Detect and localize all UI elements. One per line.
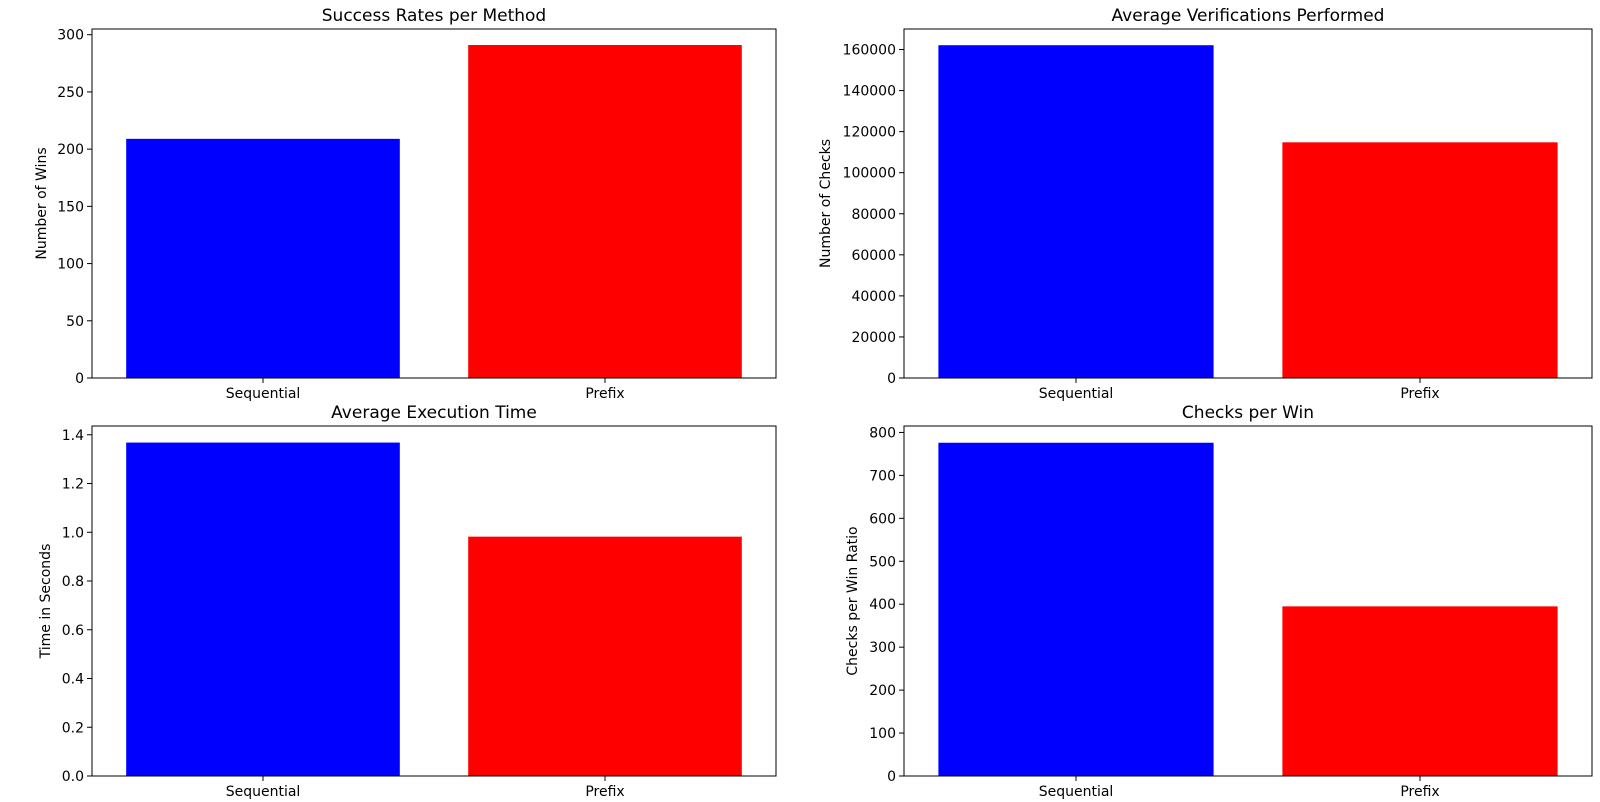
y-tick-label: 20000 bbox=[851, 330, 896, 346]
y-tick-label: 300 bbox=[57, 28, 84, 44]
y-tick-label: 0.0 bbox=[62, 769, 84, 785]
bar-prefix bbox=[468, 45, 742, 379]
y-tick-label: 250 bbox=[57, 85, 84, 101]
x-tick-label: Sequential bbox=[226, 386, 301, 402]
bar-sequential bbox=[938, 45, 1214, 378]
subplot-4: Sequential Prefix 0 100 200 300 400 500 600 700 80… bbox=[845, 403, 1593, 800]
y-tick-label: 160000 bbox=[843, 43, 896, 59]
x-tick-label: Sequential bbox=[1039, 784, 1114, 800]
x-tick-label: Sequential bbox=[226, 784, 301, 800]
y-tick-label: 100 bbox=[869, 726, 896, 742]
y-tick-label: 40000 bbox=[851, 289, 896, 305]
y-tick-label: 0.4 bbox=[62, 672, 84, 688]
y-tick-label: 700 bbox=[869, 468, 896, 484]
y-tick-label: 1.2 bbox=[62, 477, 84, 493]
y-tick-label: 100000 bbox=[843, 166, 896, 182]
bar-prefix bbox=[1282, 142, 1558, 378]
y-tick-label: 0.8 bbox=[62, 574, 84, 590]
axes-frame bbox=[91, 425, 777, 777]
y-tick-label: 800 bbox=[869, 425, 896, 441]
bar-prefix bbox=[468, 536, 742, 776]
y-tick-label: 140000 bbox=[843, 84, 896, 100]
y-tick-label: 0 bbox=[75, 371, 84, 387]
bar-sequential bbox=[938, 442, 1214, 776]
y-tick-label: 200 bbox=[869, 683, 896, 699]
y-tick-label: 0 bbox=[887, 769, 896, 785]
y-axis-label: Time in Seconds bbox=[38, 544, 54, 660]
x-tick-label: Prefix bbox=[585, 386, 624, 402]
subplot-3: Sequential Prefix 0.0 0.2 0.4 0.6 0.8 1.0 1.2 1.4… bbox=[38, 403, 777, 800]
chart-title: Success Rates per Method bbox=[322, 6, 546, 26]
axes-frame bbox=[903, 425, 1593, 777]
bar-sequential bbox=[126, 138, 400, 378]
y-tick-label: 0.6 bbox=[62, 623, 84, 639]
y-tick-label: 300 bbox=[869, 640, 896, 656]
chart-title: Average Verifications Performed bbox=[1112, 6, 1385, 26]
x-tick-label: Sequential bbox=[1039, 386, 1114, 402]
bar-prefix bbox=[1282, 606, 1558, 776]
y-tick-label: 1.0 bbox=[62, 525, 84, 541]
y-axis-label: Number of Wins bbox=[34, 147, 50, 259]
y-tick-label: 50 bbox=[66, 314, 84, 330]
bar-sequential bbox=[126, 442, 400, 776]
y-tick-label: 200 bbox=[57, 142, 84, 158]
y-tick-label: 80000 bbox=[851, 207, 896, 223]
axes-frame bbox=[903, 28, 1593, 379]
y-tick-label: 120000 bbox=[843, 125, 896, 141]
x-tick-label: Prefix bbox=[1400, 386, 1439, 402]
x-tick-label: Prefix bbox=[1400, 784, 1439, 800]
y-tick-label: 600 bbox=[869, 511, 896, 527]
y-tick-label: 0.2 bbox=[62, 720, 84, 736]
y-axis-label: Number of Checks bbox=[818, 139, 834, 268]
y-tick-label: 1.4 bbox=[62, 428, 84, 444]
y-tick-label: 150 bbox=[57, 199, 84, 215]
y-tick-label: 100 bbox=[57, 257, 84, 273]
chart-title: Checks per Win bbox=[1182, 403, 1314, 423]
y-tick-label: 500 bbox=[869, 554, 896, 570]
y-tick-label: 60000 bbox=[851, 248, 896, 264]
x-tick-label: Prefix bbox=[585, 784, 624, 800]
y-tick-label: 400 bbox=[869, 597, 896, 613]
chart-title: Average Execution Time bbox=[331, 403, 537, 423]
subplot-1: Sequential Prefix 0 50 100 150 200 250 300 Succes… bbox=[34, 6, 777, 402]
y-axis-label: Checks per Win Ratio bbox=[845, 526, 861, 675]
y-tick-label: 0 bbox=[887, 371, 896, 387]
subplot-2: Sequential Prefix 0 20000 40000 60000 80000 100… bbox=[818, 6, 1593, 402]
axes-frame bbox=[91, 28, 777, 379]
